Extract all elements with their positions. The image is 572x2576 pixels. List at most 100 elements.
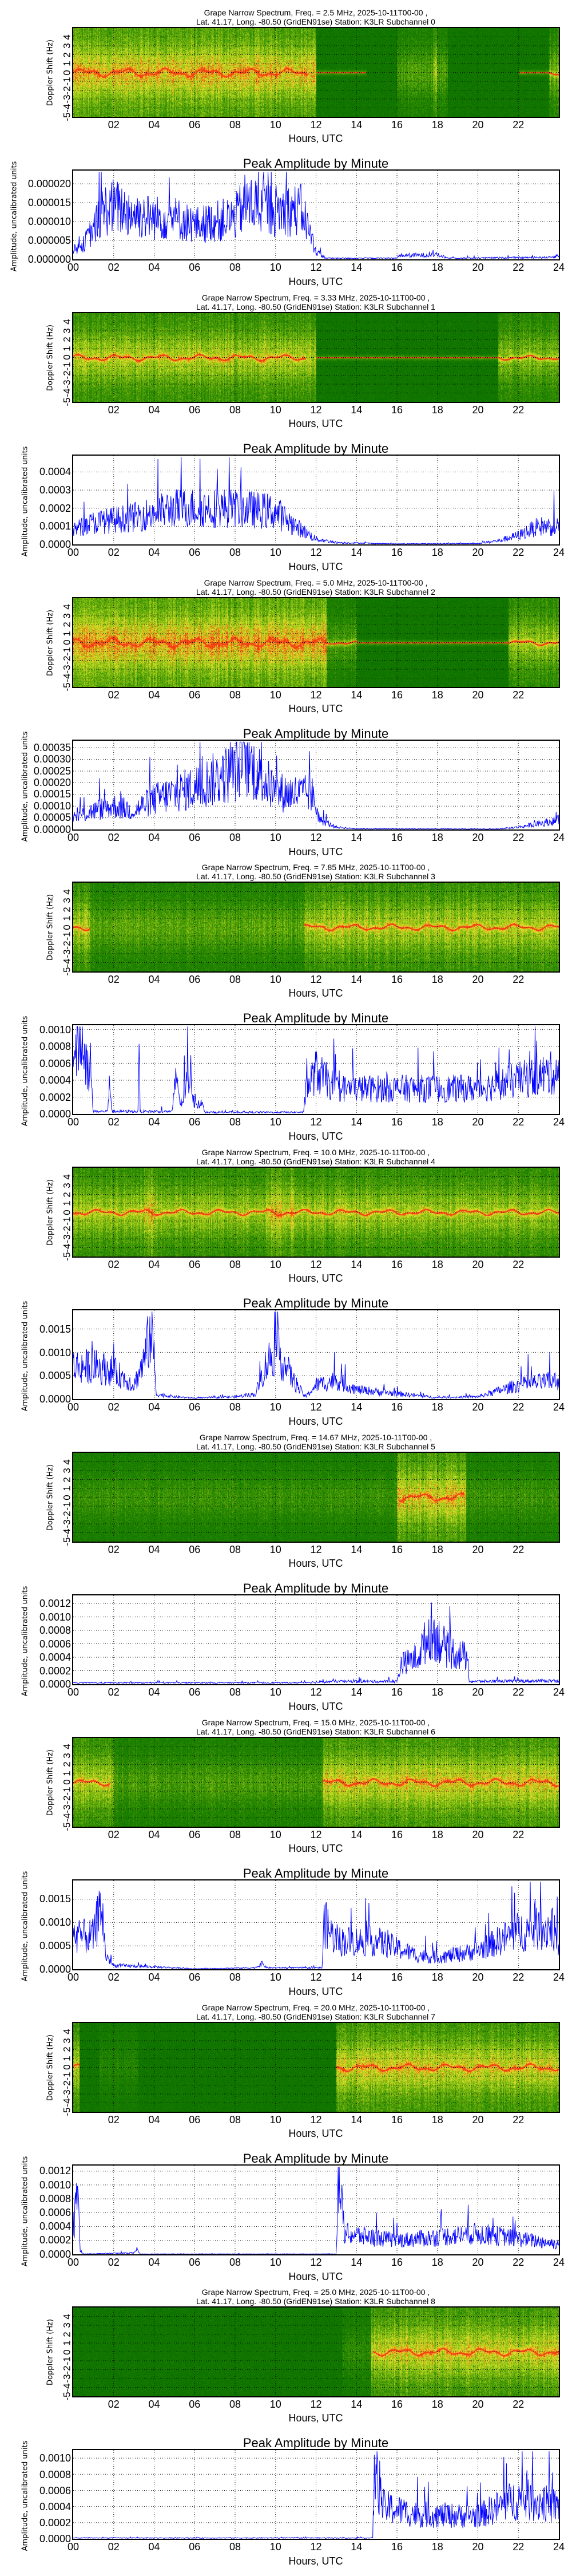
amplitude-y-tick-label: 0.0000 — [39, 1108, 71, 1120]
spectrogram-y-tick-label: -1 — [61, 1787, 73, 1796]
amplitude-x-tick-label: 14 — [351, 2541, 363, 2553]
amplitude-y-tick-label: 0.0006 — [39, 1638, 71, 1650]
amplitude-x-tick-label: 06 — [189, 1686, 201, 1698]
subchannel-panel: Grape Narrow Spectrum, Freq. = 25.0 MHz,… — [0, 2279, 572, 2566]
amplitude-x-tick-label: 08 — [229, 1971, 241, 1983]
spectrogram-x-axis-label: Hours, UTC — [288, 1558, 343, 1569]
spectrogram-plot — [72, 2306, 560, 2398]
amplitude-x-tick-label: 12 — [310, 2541, 322, 2553]
spectrogram-y-tick-label: -2 — [61, 1510, 73, 1520]
spectrogram-x-tick-label: 22 — [513, 404, 525, 416]
spectrogram-y-tick-label: -1 — [61, 2356, 73, 2365]
spectrogram-x-tick-label: 14 — [351, 2113, 363, 2125]
spectrogram-x-tick-label: 18 — [431, 689, 443, 701]
amplitude-x-tick-label: 02 — [108, 1686, 120, 1698]
amplitude-y-tick-label: 0.000005 — [27, 235, 71, 247]
amplitude-chart-title: Peak Amplitude by Minute — [243, 1011, 389, 1026]
amplitude-x-tick-label: 22 — [513, 2541, 525, 2553]
spectrogram-x-tick-label: 08 — [229, 1544, 241, 1555]
spectrogram-x-tick-label: 04 — [148, 974, 160, 986]
spectrogram-x-tick-label: 20 — [472, 2113, 484, 2125]
spectrogram-x-tick-label: 18 — [431, 1544, 443, 1555]
amplitude-y-axis-label: Amplitude, uncalibrated units — [10, 161, 19, 272]
amplitude-x-tick-label: 10 — [269, 546, 281, 558]
amplitude-y-tick-label: 0.0002 — [39, 502, 71, 514]
spectrogram-y-tick-label: 3 — [61, 2037, 73, 2044]
spectrogram-x-tick-label: 20 — [472, 1544, 484, 1555]
spectrogram-y-tick-label: 3 — [61, 1468, 73, 1473]
amplitude-x-tick-label: 06 — [189, 2256, 201, 2268]
amplitude-y-tick-label: 0.0006 — [39, 2206, 71, 2218]
spectrogram-y-axis-label: Doppler Shift (Hz) — [46, 894, 55, 961]
amplitude-x-tick-label: 08 — [229, 2256, 241, 2268]
spectrogram-title-line2: Lat. 41.17, Long. -80.50 (GridEN91se) St… — [196, 17, 435, 26]
amplitude-series-line — [73, 457, 559, 545]
amplitude-x-tick-label: 00 — [67, 2541, 80, 2553]
spectrogram-title-line2: Lat. 41.17, Long. -80.50 (GridEN91se) St… — [196, 872, 435, 882]
amplitude-x-tick-label: 10 — [269, 1116, 281, 1128]
amplitude-chart-svg — [73, 455, 559, 545]
spectrogram-x-tick-label: 10 — [269, 1544, 281, 1555]
amplitude-x-tick-label: 16 — [391, 1401, 403, 1413]
spectrogram-x-tick-label: 02 — [108, 2113, 120, 2125]
amplitude-x-tick-label: 06 — [189, 262, 201, 273]
amplitude-y-tick-label: 0.0004 — [39, 466, 71, 478]
spectrogram-x-tick-label: 02 — [108, 1544, 120, 1555]
spectrogram-x-tick-label: 22 — [513, 2113, 525, 2125]
spectrogram-x-tick-label: 10 — [269, 1259, 281, 1271]
amplitude-x-axis-label: Hours, UTC — [288, 560, 343, 572]
amplitude-x-tick-label: 18 — [431, 2541, 443, 2553]
spectrogram-x-tick-label: 14 — [351, 974, 363, 986]
amplitude-x-tick-label: 06 — [189, 546, 201, 558]
subchannel-panel: Grape Narrow Spectrum, Freq. = 10.0 MHz,… — [0, 1140, 572, 1427]
spectrogram-x-tick-label: 06 — [189, 1259, 201, 1271]
amplitude-y-tick-label: 0.00035 — [33, 741, 71, 753]
spectrogram-y-axis-label: Doppler Shift (Hz) — [46, 609, 55, 676]
amplitude-x-tick-label: 10 — [269, 2256, 281, 2268]
amplitude-y-tick-label: 0.0015 — [39, 1323, 71, 1335]
amplitude-x-tick-label: 12 — [310, 831, 322, 843]
spectrogram-x-tick-label: 04 — [148, 689, 160, 701]
spectrogram-y-tick-label: -5 — [61, 112, 73, 121]
amplitude-y-axis-label: Amplitude, uncalibrated units — [21, 446, 30, 557]
amplitude-x-tick-label: 20 — [472, 1686, 484, 1698]
amplitude-plot — [72, 1594, 560, 1685]
amplitude-x-tick-label: 24 — [553, 262, 565, 273]
amplitude-x-tick-label: 24 — [553, 2541, 565, 2553]
spectrogram-y-tick-label: 4 — [61, 34, 73, 40]
amplitude-x-tick-label: 22 — [513, 1116, 525, 1128]
spectrogram-x-tick-label: 20 — [472, 404, 484, 416]
spectrogram-title-line2: Lat. 41.17, Long. -80.50 (GridEN91se) St… — [196, 2297, 435, 2306]
spectrogram-x-tick-label: 18 — [431, 2399, 443, 2411]
amplitude-x-tick-label: 00 — [67, 1401, 80, 1413]
spectrogram-x-tick-label: 14 — [351, 2399, 363, 2411]
spectrogram-x-tick-label: 16 — [391, 2399, 403, 2411]
spectrogram-x-tick-label: 06 — [189, 1828, 201, 1840]
amplitude-chart-title: Peak Amplitude by Minute — [243, 441, 389, 456]
amplitude-y-axis-label: Amplitude, uncalibrated units — [21, 1016, 30, 1127]
spectrogram-y-tick-label: 4 — [61, 604, 73, 610]
spectrogram-title-line1: Grape Narrow Spectrum, Freq. = 25.0 MHz,… — [201, 2287, 430, 2297]
spectrogram-y-tick-label: -2 — [61, 370, 73, 380]
spectrogram-x-tick-label: 04 — [148, 1259, 160, 1271]
spectrogram-x-tick-label: 16 — [391, 1259, 403, 1271]
amplitude-y-tick-label: 0.0000 — [39, 2533, 71, 2545]
amplitude-y-tick-label: 0.0010 — [39, 1346, 71, 1358]
spectrogram-x-tick-label: 08 — [229, 2399, 241, 2411]
amplitude-x-tick-label: 24 — [553, 1401, 565, 1413]
spectrogram-y-tick-label: 3 — [61, 43, 73, 49]
spectrogram-x-tick-label: 16 — [391, 2113, 403, 2125]
amplitude-plot — [72, 1024, 560, 1116]
amplitude-x-tick-label: 16 — [391, 831, 403, 843]
spectrogram-y-axis-label: Doppler Shift (Hz) — [46, 2319, 55, 2386]
spectrogram-x-tick-label: 08 — [229, 404, 241, 416]
amplitude-x-tick-label: 00 — [67, 1116, 80, 1128]
amplitude-x-tick-label: 06 — [189, 831, 201, 843]
spectrogram-y-tick-label: 2 — [61, 2332, 73, 2337]
spectrogram-x-axis-label: Hours, UTC — [288, 133, 343, 144]
spectrogram-y-tick-label: -2 — [61, 655, 73, 665]
amplitude-x-tick-label: 12 — [310, 1971, 322, 1983]
amplitude-x-tick-label: 08 — [229, 546, 241, 558]
spectrogram-grid — [73, 2022, 559, 2112]
